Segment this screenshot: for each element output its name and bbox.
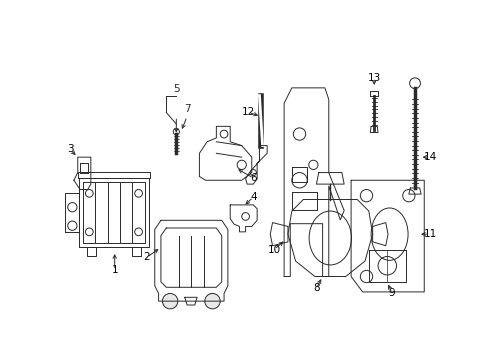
- Text: 8: 8: [312, 283, 319, 293]
- Text: 14: 14: [423, 152, 436, 162]
- Text: 11: 11: [423, 229, 436, 239]
- Text: 12: 12: [242, 108, 255, 117]
- Text: 4: 4: [249, 192, 256, 202]
- Text: 6: 6: [249, 173, 256, 183]
- Text: 2: 2: [143, 252, 150, 262]
- Text: 7: 7: [183, 104, 190, 114]
- Text: 5: 5: [173, 84, 179, 94]
- Circle shape: [204, 293, 220, 309]
- Text: 13: 13: [367, 73, 380, 83]
- Text: 10: 10: [267, 244, 280, 255]
- Text: 9: 9: [388, 288, 394, 298]
- Text: 1: 1: [111, 265, 118, 275]
- Circle shape: [162, 293, 178, 309]
- Text: 3: 3: [66, 144, 73, 154]
